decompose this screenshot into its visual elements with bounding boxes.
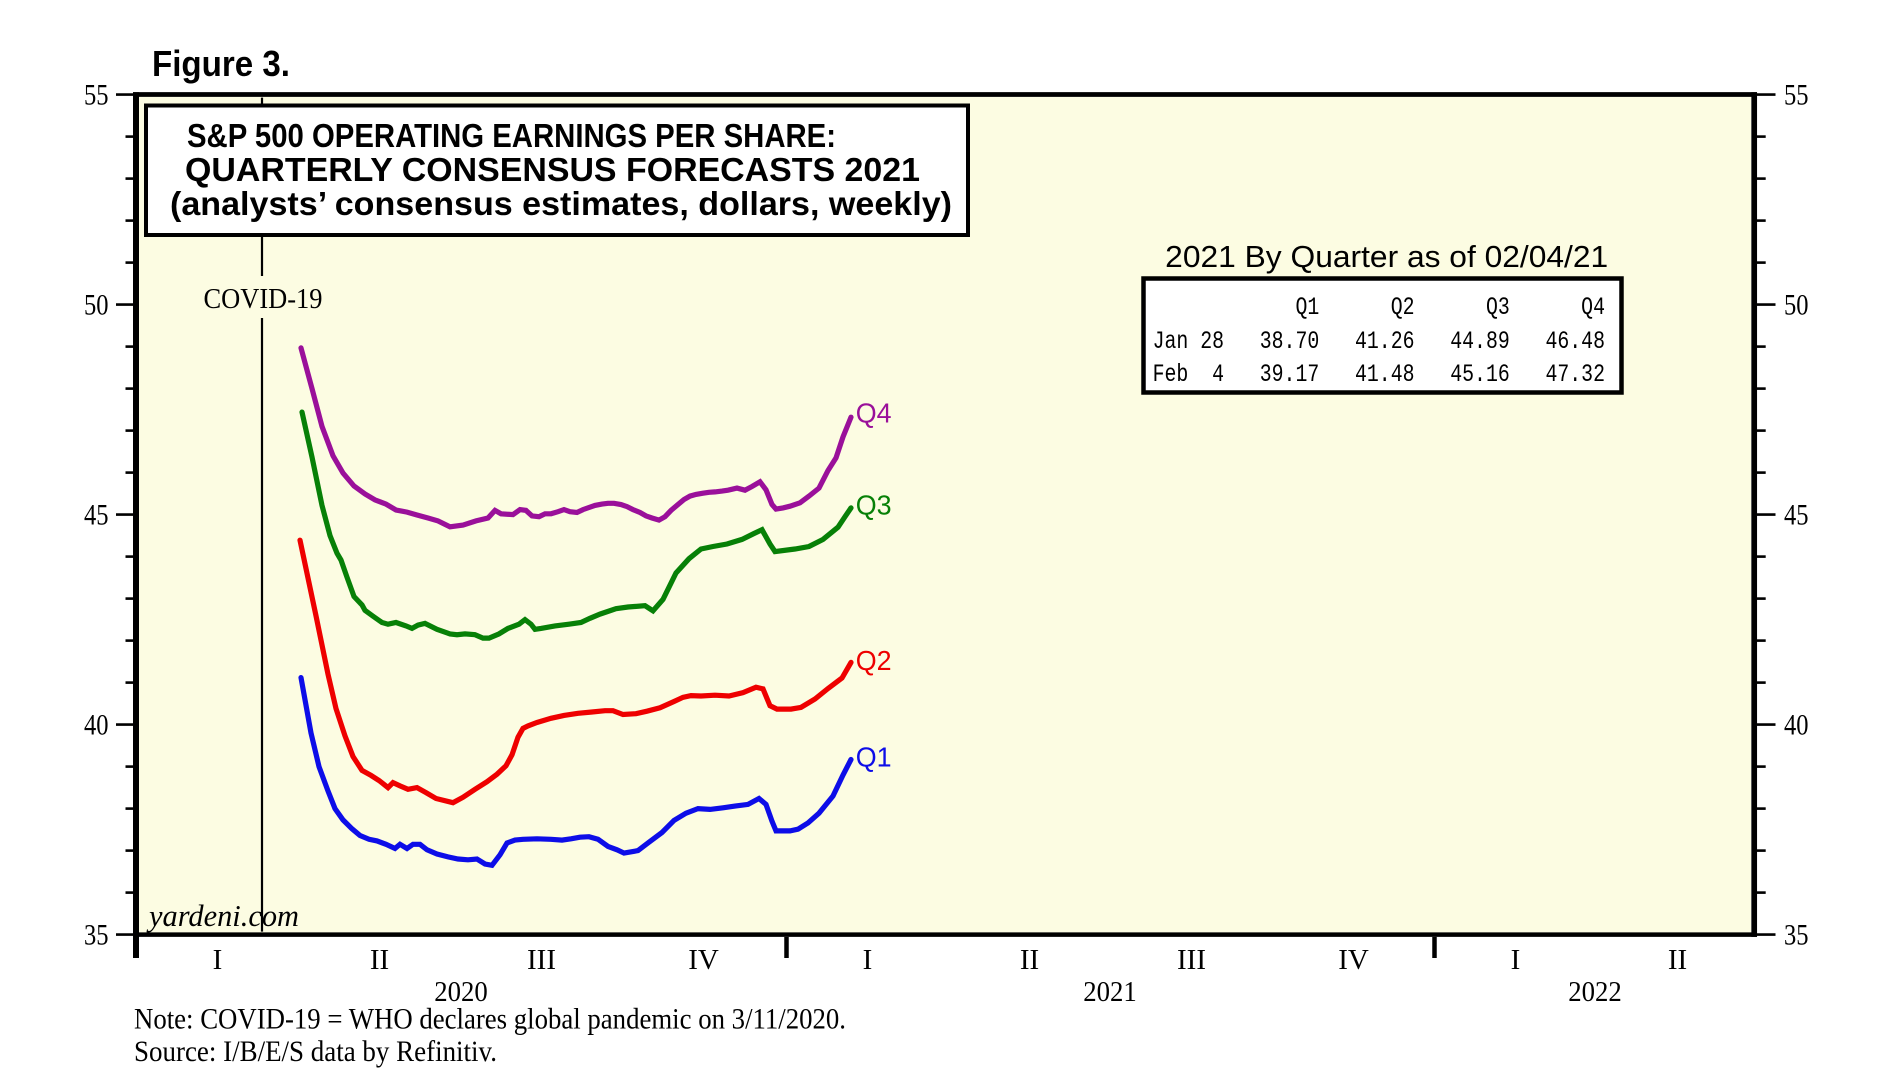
svg-text:Source: I/B/E/S data by Refini: Source: I/B/E/S data by Refinitiv. (134, 1035, 497, 1068)
svg-text:IV: IV (688, 944, 719, 976)
svg-text:I: I (213, 944, 223, 976)
svg-text:(analysts’ consensus estimates: (analysts’ consensus estimates, dollars,… (170, 185, 952, 222)
svg-text:COVID-19: COVID-19 (204, 283, 323, 315)
svg-text:45: 45 (1784, 499, 1809, 532)
svg-text:35: 35 (84, 919, 109, 952)
svg-text:IV: IV (1338, 944, 1369, 976)
svg-text:II: II (370, 944, 389, 976)
svg-text:III: III (1177, 944, 1206, 976)
svg-text:35: 35 (1784, 919, 1809, 952)
svg-text:50: 50 (1784, 289, 1809, 322)
svg-text:QUARTERLY CONSENSUS FORECASTS: QUARTERLY CONSENSUS FORECASTS 2021 (185, 151, 920, 188)
svg-text:III: III (527, 944, 556, 976)
svg-text:Q4: Q4 (856, 398, 892, 429)
svg-text:I: I (1511, 944, 1521, 976)
svg-text:55: 55 (84, 79, 109, 112)
svg-text:55: 55 (1784, 79, 1809, 112)
svg-text:Q1 Q2 Q3 Q4: Q1 Q2 Q3 Q4 (1153, 293, 1605, 322)
svg-text:I: I (863, 944, 873, 976)
svg-text:2022: 2022 (1568, 976, 1622, 1008)
svg-text:2020: 2020 (434, 976, 488, 1008)
svg-text:yardeni.com: yardeni.com (146, 898, 299, 933)
svg-text:50: 50 (84, 289, 109, 322)
svg-text:Note: COVID-19 = WHO declares: Note: COVID-19 = WHO declares global pan… (134, 1003, 846, 1036)
svg-text:Q1: Q1 (856, 742, 892, 773)
svg-text:40: 40 (1784, 709, 1809, 742)
svg-text:II: II (1668, 944, 1687, 976)
svg-text:Jan 28 38.70 41.26 44.89: Jan 28 38.70 41.26 44.89 46.48 (1153, 327, 1605, 356)
svg-text:Q3: Q3 (856, 490, 892, 521)
svg-text:S&P 500 OPERATING EARNINGS PER: S&P 500 OPERATING EARNINGS PER SHARE: (187, 117, 836, 154)
svg-text:Figure 3.: Figure 3. (152, 43, 290, 84)
svg-text:Feb 4 39.17 41.48 45.16: Feb 4 39.17 41.48 45.16 47.32 (1153, 360, 1605, 389)
svg-text:II: II (1020, 944, 1039, 976)
svg-text:45: 45 (84, 499, 109, 532)
svg-text:2021 By Quarter as of 02/04/21: 2021 By Quarter as of 02/04/21 (1165, 239, 1608, 274)
svg-text:Q2: Q2 (856, 645, 892, 676)
svg-text:40: 40 (84, 709, 109, 742)
svg-text:2021: 2021 (1083, 976, 1137, 1008)
